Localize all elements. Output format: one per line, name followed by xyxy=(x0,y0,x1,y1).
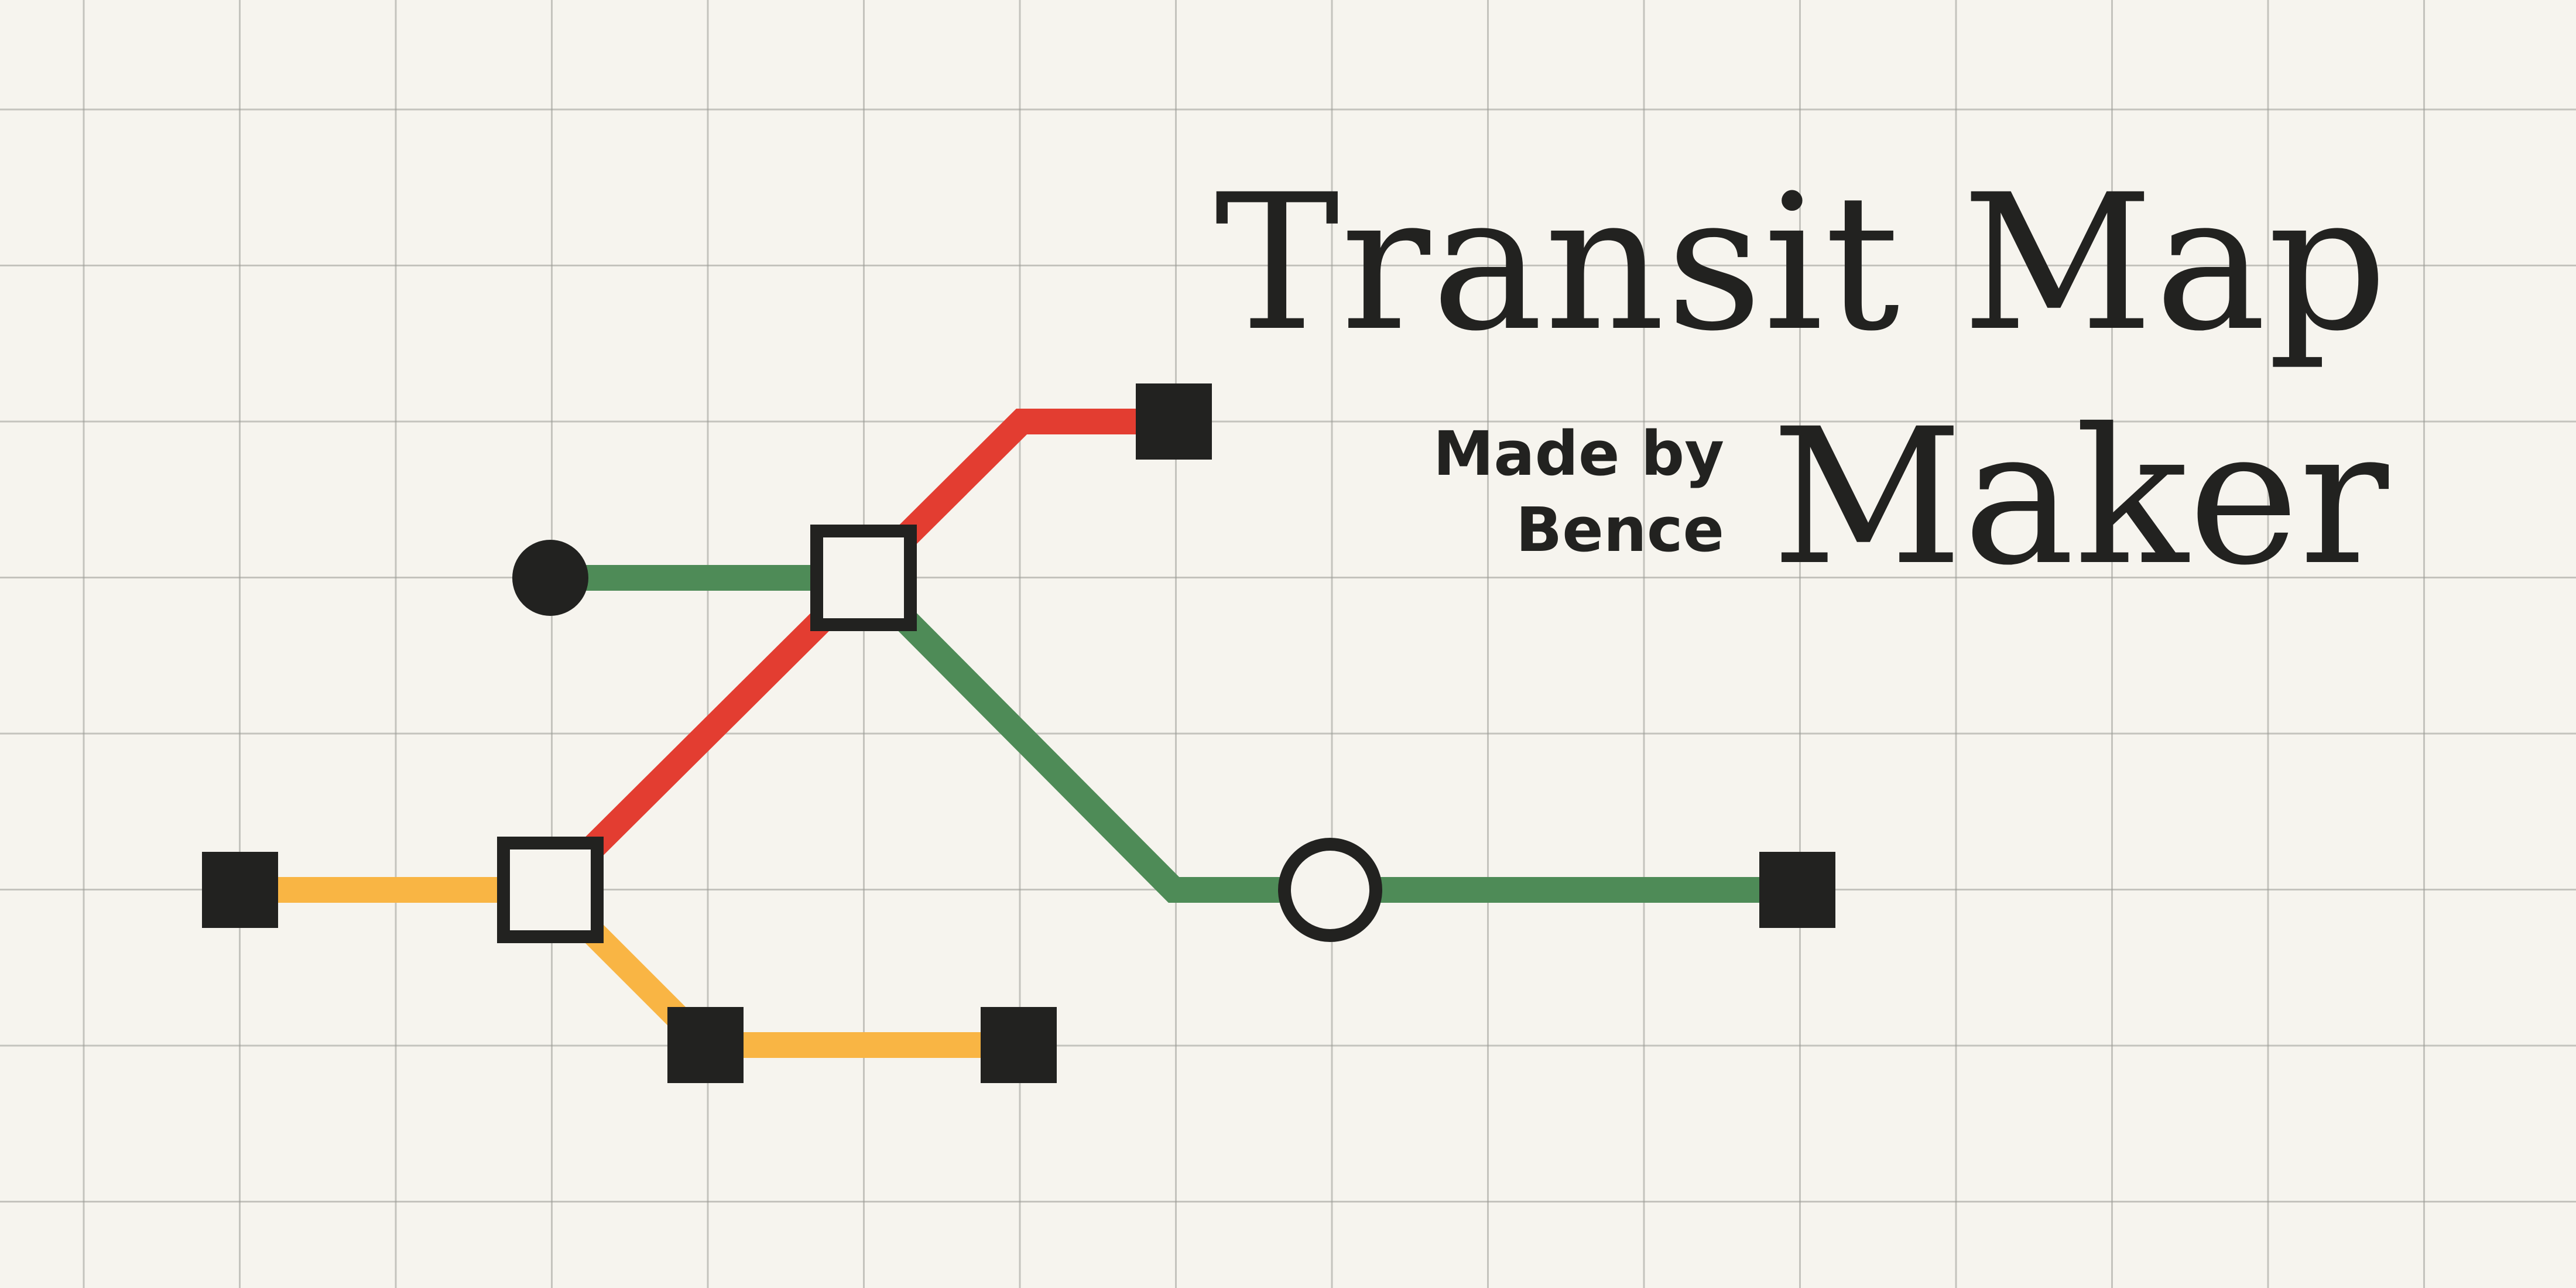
east-terminal-station xyxy=(1759,852,1835,928)
green-west-terminal-station xyxy=(512,540,588,616)
green-line-route xyxy=(550,565,1797,903)
south-interchange-station xyxy=(497,837,604,943)
transit-stations xyxy=(202,383,1835,1083)
transit-lines xyxy=(240,409,1797,1058)
credit-line-2: Bence xyxy=(1515,494,1724,566)
southeast-terminal-station xyxy=(981,1007,1057,1083)
west-terminal-station xyxy=(202,852,278,928)
app-title-line-1: Transit Map xyxy=(1214,155,2389,372)
south-station xyxy=(667,1007,744,1083)
author-credit: Made by Bence xyxy=(1314,416,1724,568)
white-circle-station xyxy=(1278,838,1382,942)
northeast-terminal-station xyxy=(1136,383,1212,460)
red-line-route xyxy=(541,409,1174,899)
north-interchange-station xyxy=(810,525,917,631)
app-title-line-2: Maker xyxy=(1771,389,2389,607)
credit-line-1: Made by xyxy=(1433,418,1724,489)
yellow-line-route xyxy=(240,877,1019,1058)
